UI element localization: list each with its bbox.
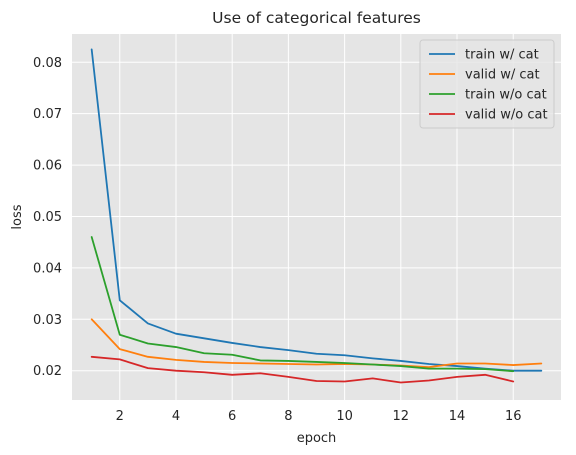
y-tick-label: 0.02 (33, 364, 62, 379)
y-tick-labels: 0.02 0.03 0.04 0.05 0.06 0.07 0.08 (33, 56, 62, 379)
y-tick-label: 0.07 (33, 107, 62, 122)
series-layer (90, 48, 543, 384)
y-tick-label: 0.04 (33, 261, 62, 276)
x-tick-label: 2 (116, 409, 124, 424)
series-line (90, 236, 515, 373)
legend-entry-label: valid w/o cat (465, 108, 548, 123)
x-tick-label: 12 (393, 409, 410, 424)
chart-title: Use of categorical features (212, 9, 421, 27)
x-tick-labels: 2 4 6 8 10 12 14 16 (116, 409, 522, 424)
series-line (90, 48, 543, 372)
legend-entry-label: train w/o cat (465, 88, 547, 103)
y-axis-label: loss (10, 204, 25, 229)
y-tick-label: 0.06 (33, 159, 62, 174)
y-tick-label: 0.08 (33, 56, 62, 71)
series-line (90, 318, 543, 369)
x-axis-label: epoch (297, 431, 337, 446)
y-tick-label: 0.03 (33, 313, 62, 328)
series-line (90, 355, 515, 384)
x-tick-label: 14 (449, 409, 466, 424)
x-tick-label: 8 (284, 409, 292, 424)
x-tick-label: 10 (336, 409, 353, 424)
legend-entry-label: train w/ cat (465, 48, 539, 63)
y-tick-label: 0.05 (33, 210, 62, 225)
legend-entry-label: valid w/ cat (465, 68, 540, 83)
legend-box (419, 39, 555, 129)
legend: train w/ cat valid w/ cat train w/o cat val… (419, 39, 555, 129)
x-tick-label: 6 (228, 409, 236, 424)
x-tick-label: 16 (505, 409, 522, 424)
x-tick-label: 4 (172, 409, 180, 424)
